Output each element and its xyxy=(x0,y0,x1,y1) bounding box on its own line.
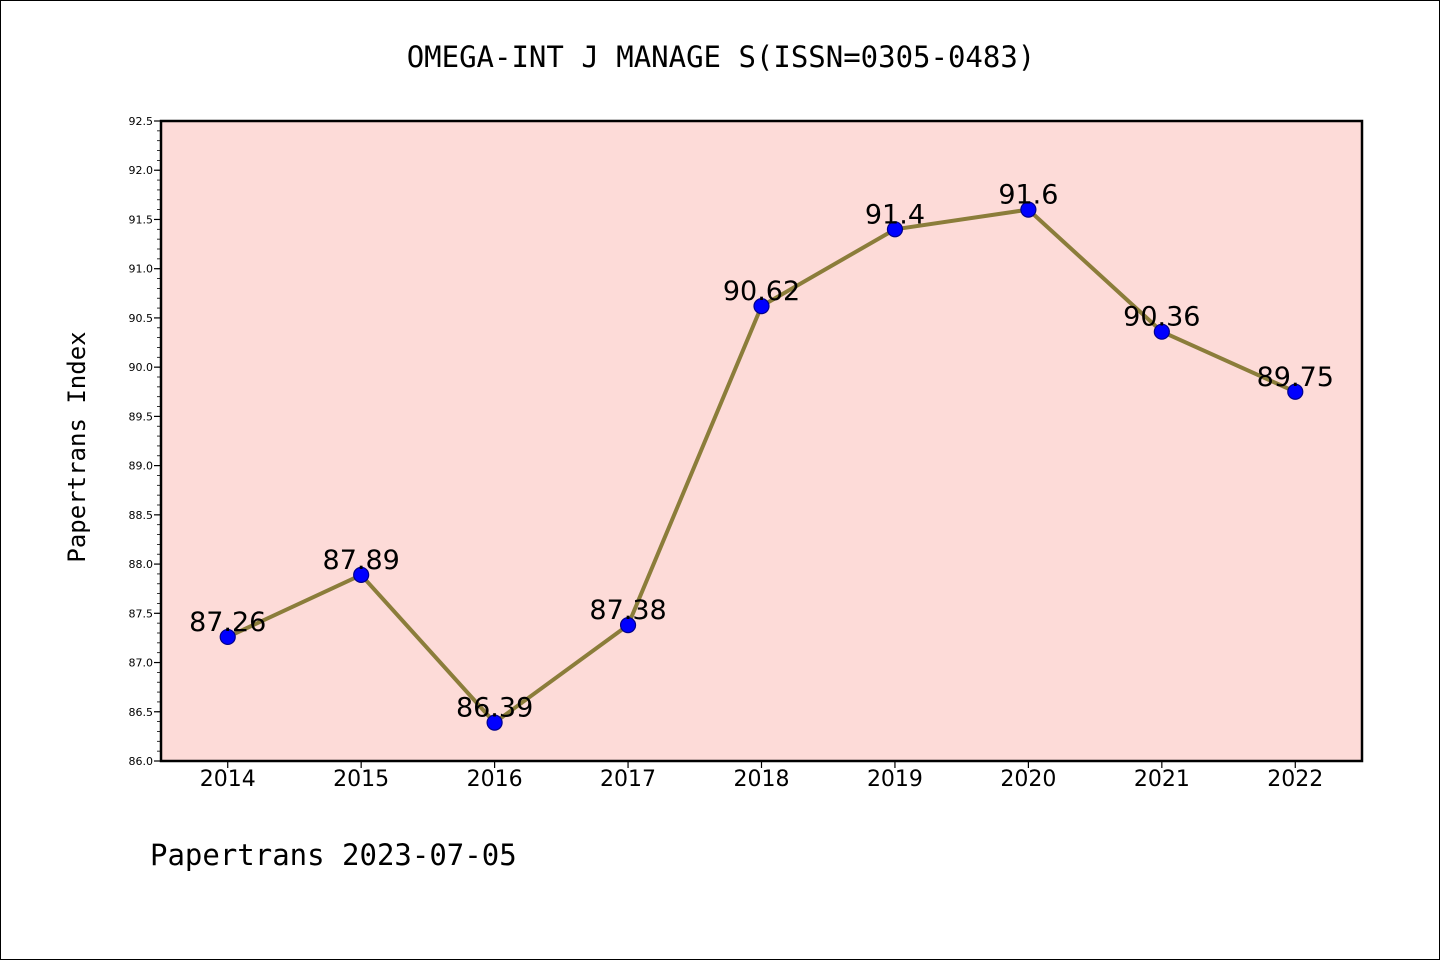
y-axis: 86.0 86.5 87.0 87.5 88.0 88.5 89.0 89.5 90.0 90.5… xyxy=(129,115,161,768)
data-point-marker xyxy=(886,221,904,238)
data-value-label: 87.26 xyxy=(189,607,266,638)
data-point-marker xyxy=(353,566,370,584)
data-point-marker xyxy=(1153,323,1170,340)
y-tick-label: 90.5 xyxy=(129,312,154,325)
x-tick-label: 2021 xyxy=(1134,767,1190,792)
y-tick-label: 92.0 xyxy=(129,164,154,177)
data-value-label: 91.4 xyxy=(865,199,925,230)
y-tick-label: 89.0 xyxy=(129,460,154,473)
y-tick-label: 88.5 xyxy=(129,509,154,522)
data-point-marker xyxy=(619,617,637,634)
y-tick-label: 91.0 xyxy=(129,263,154,276)
y-tick-label: 86.0 xyxy=(129,755,154,768)
y-axis-label: Papertrans Index xyxy=(63,331,91,562)
chart-title: OMEGA-INT J MANAGE S(ISSN=0305-0483) xyxy=(407,40,1036,74)
x-tick-label: 2016 xyxy=(467,767,523,792)
data-point-marker xyxy=(1020,201,1037,218)
x-tick-label: 2014 xyxy=(200,767,256,792)
y-tick-label: 90.0 xyxy=(129,361,154,374)
x-tick-label: 2019 xyxy=(867,767,923,792)
y-tick-label: 87.5 xyxy=(129,607,154,620)
data-point-marker xyxy=(486,714,503,731)
data-value-label: 87.89 xyxy=(323,545,400,576)
x-tick-label: 2022 xyxy=(1267,767,1323,792)
footer-date-stamp: Papertrans 2023-07-05 xyxy=(150,838,517,872)
data-value-label: 87.38 xyxy=(589,595,666,626)
x-tick-label: 2020 xyxy=(1000,767,1056,792)
data-value-label: 86.39 xyxy=(456,693,533,724)
x-axis: 2014 2015 2016 2017 2018 2019 2020 2021 2022 xyxy=(200,761,1323,792)
data-value-label: 89.75 xyxy=(1257,362,1334,393)
x-tick-label: 2017 xyxy=(600,767,656,792)
data-point-marker xyxy=(219,628,236,646)
y-tick-label: 89.5 xyxy=(129,410,154,423)
y-tick-label: 86.5 xyxy=(129,706,154,719)
data-point-marker xyxy=(1287,383,1304,400)
y-tick-label: 87.0 xyxy=(129,657,154,670)
data-value-label: 90.36 xyxy=(1123,302,1200,333)
data-value-label: 90.62 xyxy=(723,276,800,307)
y-tick-label: 92.5 xyxy=(129,115,154,128)
x-tick-label: 2015 xyxy=(333,767,389,792)
data-point-marker xyxy=(753,298,770,315)
plot-area xyxy=(159,119,1364,763)
x-tick-label: 2018 xyxy=(734,767,790,792)
data-value-label: 91.6 xyxy=(998,180,1058,211)
y-tick-label: 91.5 xyxy=(129,213,154,226)
series-line-group: 87.26 87.89 86.39 87.38 90.62 91.4 91.6 90.36 89… xyxy=(189,180,1334,731)
y-tick-label: 88.0 xyxy=(129,558,154,571)
